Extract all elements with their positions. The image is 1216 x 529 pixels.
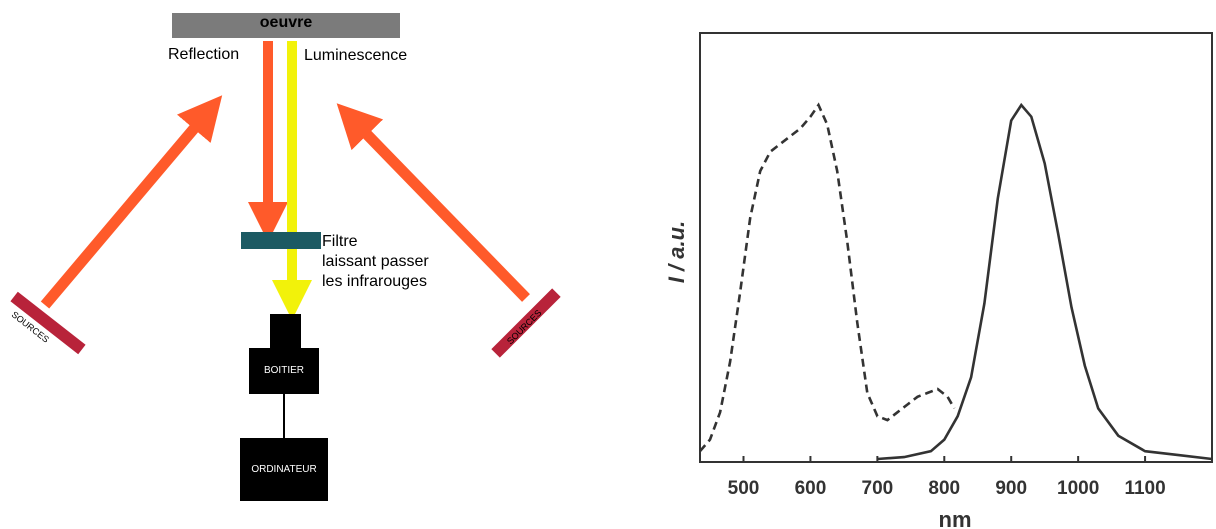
camera-lens (270, 314, 301, 350)
camera-cable (283, 394, 285, 438)
artwork-bar: oeuvre (172, 13, 400, 38)
x-tick-label: 600 (795, 478, 827, 499)
x-tick-label: 800 (928, 478, 960, 499)
ir-filter (241, 232, 321, 249)
camera-box-label: BOITIER (263, 365, 304, 376)
left-incident-beam (40, 95, 223, 309)
x-tick-label: 500 (728, 478, 760, 499)
x-tick-label: 700 (862, 478, 894, 499)
artwork-label: oeuvre (259, 14, 313, 31)
filter-label-line-3: les infrarouges (322, 273, 427, 290)
computer-box: ORDINATEUR (240, 438, 328, 501)
filter-label-line-1: Filtre (322, 233, 358, 250)
computer-box-label: ORDINATEUR (251, 464, 317, 475)
right-incident-beam (336, 103, 530, 302)
plot-frame (699, 32, 1213, 463)
emission-solid-curve (877, 102, 1213, 461)
y-axis-label: I / a.u. (664, 221, 689, 283)
x-axis-label: nm (939, 507, 972, 529)
luminescence-label: Luminescence (304, 47, 408, 64)
excitation-dashed-curve (699, 102, 956, 453)
x-tick-label: 1000 (1057, 478, 1099, 499)
reflection-label: Reflection (168, 46, 240, 63)
x-tick-label: 900 (995, 478, 1027, 499)
x-tick-label: 1100 (1124, 478, 1165, 499)
filter-label: Filtre laissant passer les infrarouges (322, 232, 429, 292)
filter-label-line-2: laissant passer (322, 253, 429, 270)
camera-box: BOITIER (249, 348, 319, 394)
